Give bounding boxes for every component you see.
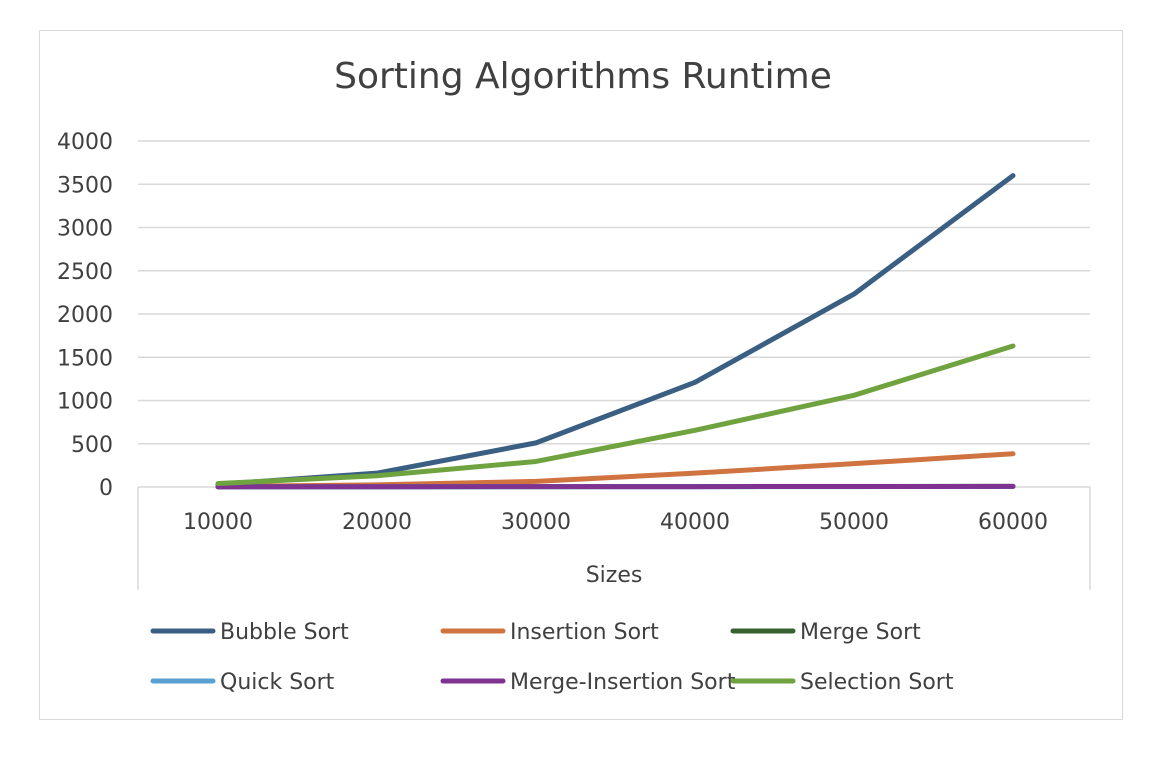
y-tick-label: 3000 <box>57 217 113 242</box>
y-tick-label: 3500 <box>57 173 113 198</box>
legend-item: Selection Sort <box>730 670 954 695</box>
chart-frame <box>39 30 1123 720</box>
x-axis-ticks: 10000 20000 30000 40000 50000 60000 <box>183 510 1048 535</box>
y-tick-label: 1500 <box>57 346 113 371</box>
y-tick-label: 1000 <box>57 390 113 415</box>
legend-item: Insertion Sort <box>440 620 659 645</box>
y-tick-label: 2500 <box>57 260 113 285</box>
y-tick-label: 2000 <box>57 303 113 328</box>
legend-item: Merge-Insertion Sort <box>440 670 736 695</box>
series-line-selection-sort <box>215 343 1016 487</box>
x-axis-title: Sizes <box>586 563 643 588</box>
y-tick-label: 4000 <box>57 130 113 155</box>
x-tick-label: 50000 <box>819 510 889 535</box>
legend: Bubble Sort Insertion Sort Merge Sort Quick… <box>150 620 954 695</box>
legend-label: Merge-Insertion Sort <box>510 670 736 695</box>
legend-label: Bubble Sort <box>220 620 349 645</box>
legend-item: Bubble Sort <box>150 620 349 645</box>
legend-label: Selection Sort <box>800 670 954 695</box>
legend-label: Insertion Sort <box>510 620 659 645</box>
series-line-bubble-sort <box>215 173 1016 487</box>
x-tick-label: 20000 <box>342 510 412 535</box>
x-tick-label: 60000 <box>978 510 1048 535</box>
legend-item: Merge Sort <box>730 620 921 645</box>
y-axis-ticks: 0 500 1000 1500 2000 2500 3000 3500 4000 <box>57 130 113 501</box>
gridlines <box>137 140 1091 590</box>
y-tick-label: 500 <box>71 433 113 458</box>
y-tick-label: 0 <box>99 476 113 501</box>
x-tick-label: 30000 <box>501 510 571 535</box>
series-line-insertion-sort <box>215 451 1016 490</box>
x-tick-label: 40000 <box>660 510 730 535</box>
x-tick-label: 10000 <box>183 510 253 535</box>
series-lines <box>215 173 1016 490</box>
chart-title: Sorting Algorithms Runtime <box>334 56 832 97</box>
legend-item: Quick Sort <box>150 670 335 695</box>
legend-label: Merge Sort <box>800 620 921 645</box>
legend-label: Quick Sort <box>220 670 335 695</box>
